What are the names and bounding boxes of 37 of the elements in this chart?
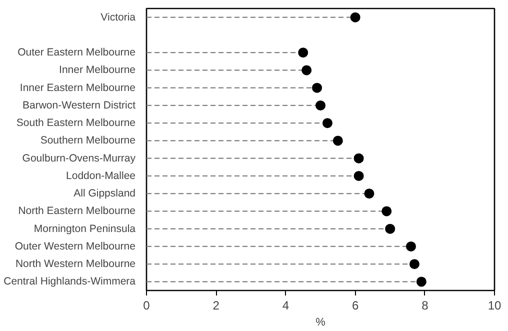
point xyxy=(416,276,426,287)
y-tick-label: Victoria xyxy=(100,11,136,24)
y-tick-label: Mornington Peninsula xyxy=(34,222,136,235)
y-tick-label: Southern Melbourne xyxy=(40,134,136,147)
point xyxy=(322,118,332,128)
x-tick-label: 0 xyxy=(143,298,150,312)
point xyxy=(406,241,416,252)
point xyxy=(354,153,364,164)
x-tick-label: 10 xyxy=(488,298,502,312)
y-tick-label: Loddon-Mallee xyxy=(66,170,136,182)
point xyxy=(312,82,322,93)
point xyxy=(354,170,364,181)
y-tick-label: Goulburn-Ovens-Murray xyxy=(22,152,136,164)
x-tick-label: 2 xyxy=(212,298,220,312)
point xyxy=(316,100,326,110)
point xyxy=(332,136,343,146)
x-tick-label: 4 xyxy=(282,298,290,312)
y-tick-label: Outer Western Melbourne xyxy=(14,240,136,252)
point xyxy=(364,188,374,199)
y-tick-label: All Gippsland xyxy=(74,188,136,200)
x-tick-label: 8 xyxy=(422,298,429,312)
y-tick-label: North Western Melbourne xyxy=(15,258,136,270)
y-tick-label: Inner Eastern Melbourne xyxy=(20,82,136,94)
x-axis-title: % xyxy=(316,316,326,328)
point xyxy=(382,206,392,216)
point xyxy=(385,224,396,234)
y-tick-label: North Eastern Melbourne xyxy=(18,205,136,218)
y-tick-label: Barwon-Western District xyxy=(22,99,136,112)
y-tick-label: Inner Melbourne xyxy=(59,64,136,76)
point xyxy=(350,12,360,22)
y-tick-label: South Eastern Melbourne xyxy=(16,117,136,130)
y-tick-label: Outer Eastern Melbourne xyxy=(18,46,136,59)
point xyxy=(298,48,308,58)
y-tick-label: Central Highlands-Wimmera xyxy=(4,276,136,288)
point xyxy=(302,65,312,76)
x-tick-label: 6 xyxy=(352,298,359,312)
point xyxy=(409,259,420,270)
